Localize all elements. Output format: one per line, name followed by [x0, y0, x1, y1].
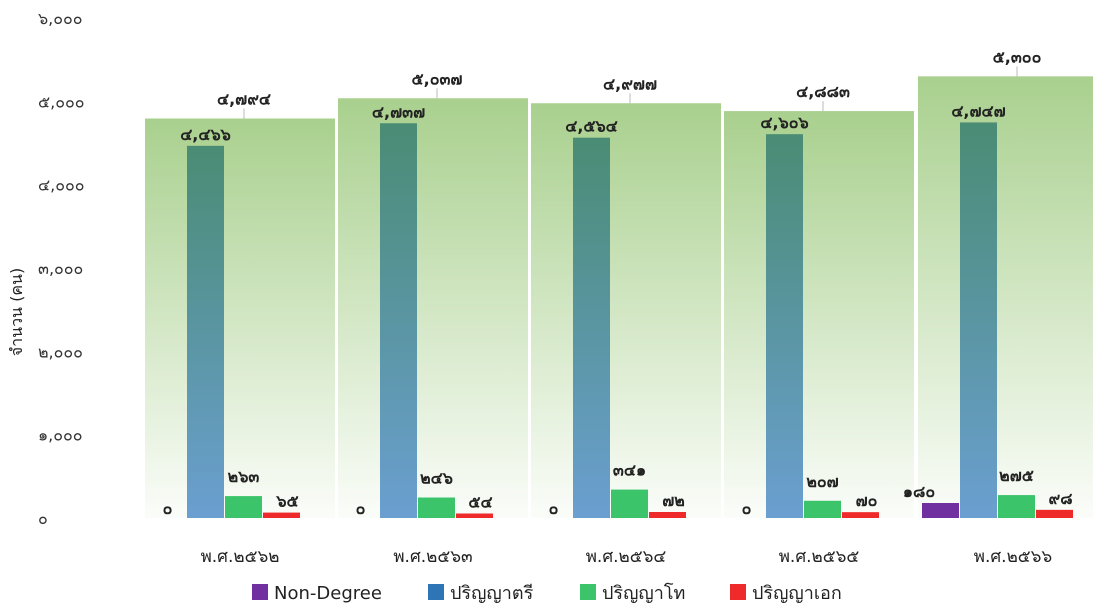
data-label: ๖๕: [275, 492, 298, 511]
data-label: ๗๐: [856, 491, 878, 510]
series-bar: [922, 503, 959, 518]
legend-label: ปริญญาเอก: [752, 583, 842, 604]
data-label: ๒๐๗: [806, 472, 838, 491]
data-label: ๐: [356, 499, 366, 518]
x-tick-label: พ.ศ.๒๕๖๓: [393, 547, 472, 567]
series-bar: [263, 512, 300, 518]
data-label: ๔,๖๐๖: [760, 113, 808, 132]
data-label: ๒๔๖: [420, 469, 453, 488]
y-tick-label: ๐: [38, 509, 48, 528]
data-label: ๓๔๑: [613, 461, 646, 480]
y-tick-label: ๒,๐๐๐: [38, 342, 83, 361]
series-bar: [418, 497, 455, 518]
legend-swatch: [252, 584, 268, 600]
data-label: ๗๒: [662, 491, 685, 510]
total-value-label: ๔,๘๘๓: [796, 82, 850, 101]
series-bar: [1036, 509, 1073, 518]
series-bar: [960, 122, 997, 519]
data-label: ๐: [549, 499, 559, 518]
y-axis: ๐ ๑,๐๐๐ ๒,๐๐๐ ๓,๐๐๐ ๔,๐๐๐ ๕,๐๐๐ ๖,๐๐๐: [38, 9, 85, 528]
total-value-label: ๕,๐๓๗: [412, 69, 463, 88]
series-bar: [649, 512, 686, 518]
total-bar: [724, 111, 914, 518]
data-label: ๒๖๓: [228, 467, 260, 486]
series-bar: [225, 496, 262, 518]
x-tick-label: พ.ศ.๒๕๖๖: [974, 547, 1052, 567]
total-value-label: ๕,๓๐๐: [993, 47, 1042, 66]
legend-swatch: [730, 584, 746, 600]
total-value-label: ๔,๙๗๗: [603, 74, 657, 93]
y-tick-label: ๓,๐๐๐: [38, 259, 83, 278]
series-bar: [611, 489, 648, 518]
data-label: ๙๘: [1048, 489, 1072, 508]
data-label: ๒๗๕: [999, 466, 1034, 485]
data-label: ๔,๔๖๖: [180, 125, 231, 144]
series-bar: [380, 123, 417, 518]
legend-swatch: [580, 584, 596, 600]
y-axis-label: จำนวน (คน): [7, 268, 26, 356]
legend-label: Non-Degree: [274, 583, 382, 604]
data-label: ๕๔: [468, 493, 492, 512]
legend: Non-Degree ปริญญาตรี ปริญญาโท ปริญญาเอก: [252, 582, 842, 604]
total-bar: [918, 76, 1093, 518]
legend-label: ปริญญาตรี: [450, 583, 534, 604]
y-tick-label: ๑,๐๐๐: [38, 426, 83, 445]
series-bars: [187, 122, 1073, 519]
series-bar: [187, 145, 224, 519]
data-label: ๔,๗๔๗: [951, 101, 1005, 120]
total-bars: [145, 76, 1093, 518]
x-tick-label: พ.ศ.๒๕๖๕: [779, 547, 860, 567]
x-axis: พ.ศ.๒๕๖๒ พ.ศ.๒๕๖๓ พ.ศ.๒๕๖๔ พ.ศ.๒๕๖๕ พ.ศ.๒๕๖๖: [201, 547, 1053, 567]
series-bar: [804, 500, 841, 518]
legend-swatch: [428, 584, 444, 600]
total-bar: [145, 118, 335, 518]
total-bar: [531, 103, 721, 518]
series-bar: [766, 134, 803, 518]
series-bar: [573, 137, 610, 518]
y-tick-label: ๕,๐๐๐: [38, 92, 85, 111]
data-label: ๐: [742, 499, 752, 518]
x-tick-label: พ.ศ.๒๕๖๒: [201, 547, 280, 567]
total-bar: [338, 98, 528, 518]
series-bar: [998, 495, 1035, 518]
series-bar: [842, 512, 879, 518]
series-bar: [456, 513, 493, 518]
y-tick-label: ๖,๐๐๐: [38, 9, 83, 28]
data-label: ๐: [163, 499, 173, 518]
data-label: ๔,๕๖๔: [565, 117, 618, 136]
total-value-label: ๔,๗๙๔: [217, 90, 271, 109]
y-tick-label: ๔,๐๐๐: [38, 176, 85, 195]
legend-label: ปริญญาโท: [602, 582, 685, 604]
x-tick-label: พ.ศ.๒๕๖๔: [586, 547, 667, 567]
data-label: ๔,๗๓๗: [372, 102, 425, 121]
data-label: ๑๘๐: [903, 482, 935, 501]
